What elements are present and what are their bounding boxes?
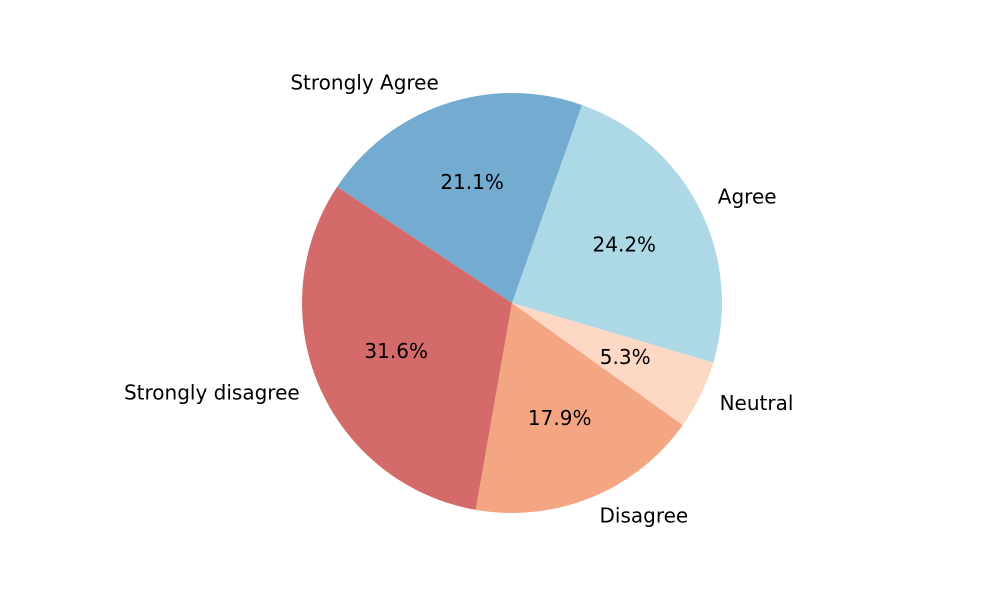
pct-label-disagree: 17.9% [528, 406, 592, 430]
pie-slice-strongly-agree [337, 92, 582, 303]
pie-slice-strongly-disagree [301, 186, 512, 510]
slice-label-neutral: Neutral [720, 391, 794, 415]
pie-slices [301, 92, 722, 513]
slice-label-agree: Agree [718, 185, 777, 209]
slice-label-strongly-agree: Strongly Agree [290, 70, 438, 94]
pie-labels: Agree 24.2% Strongly Agree 21.1% Strongly di… [124, 70, 793, 527]
pie-slice-neutral [512, 303, 714, 426]
slice-label-disagree: Disagree [600, 503, 689, 527]
pct-label-neutral: 5.3% [600, 345, 651, 369]
slice-label-strongly-disagree: Strongly disagree [124, 381, 300, 405]
pct-label-strongly-agree: 21.1% [440, 170, 504, 194]
pie-slice-disagree [475, 303, 683, 513]
pct-label-agree: 24.2% [593, 232, 657, 256]
pie-slice-agree [512, 105, 722, 363]
pct-label-strongly-disagree: 31.6% [364, 339, 428, 363]
